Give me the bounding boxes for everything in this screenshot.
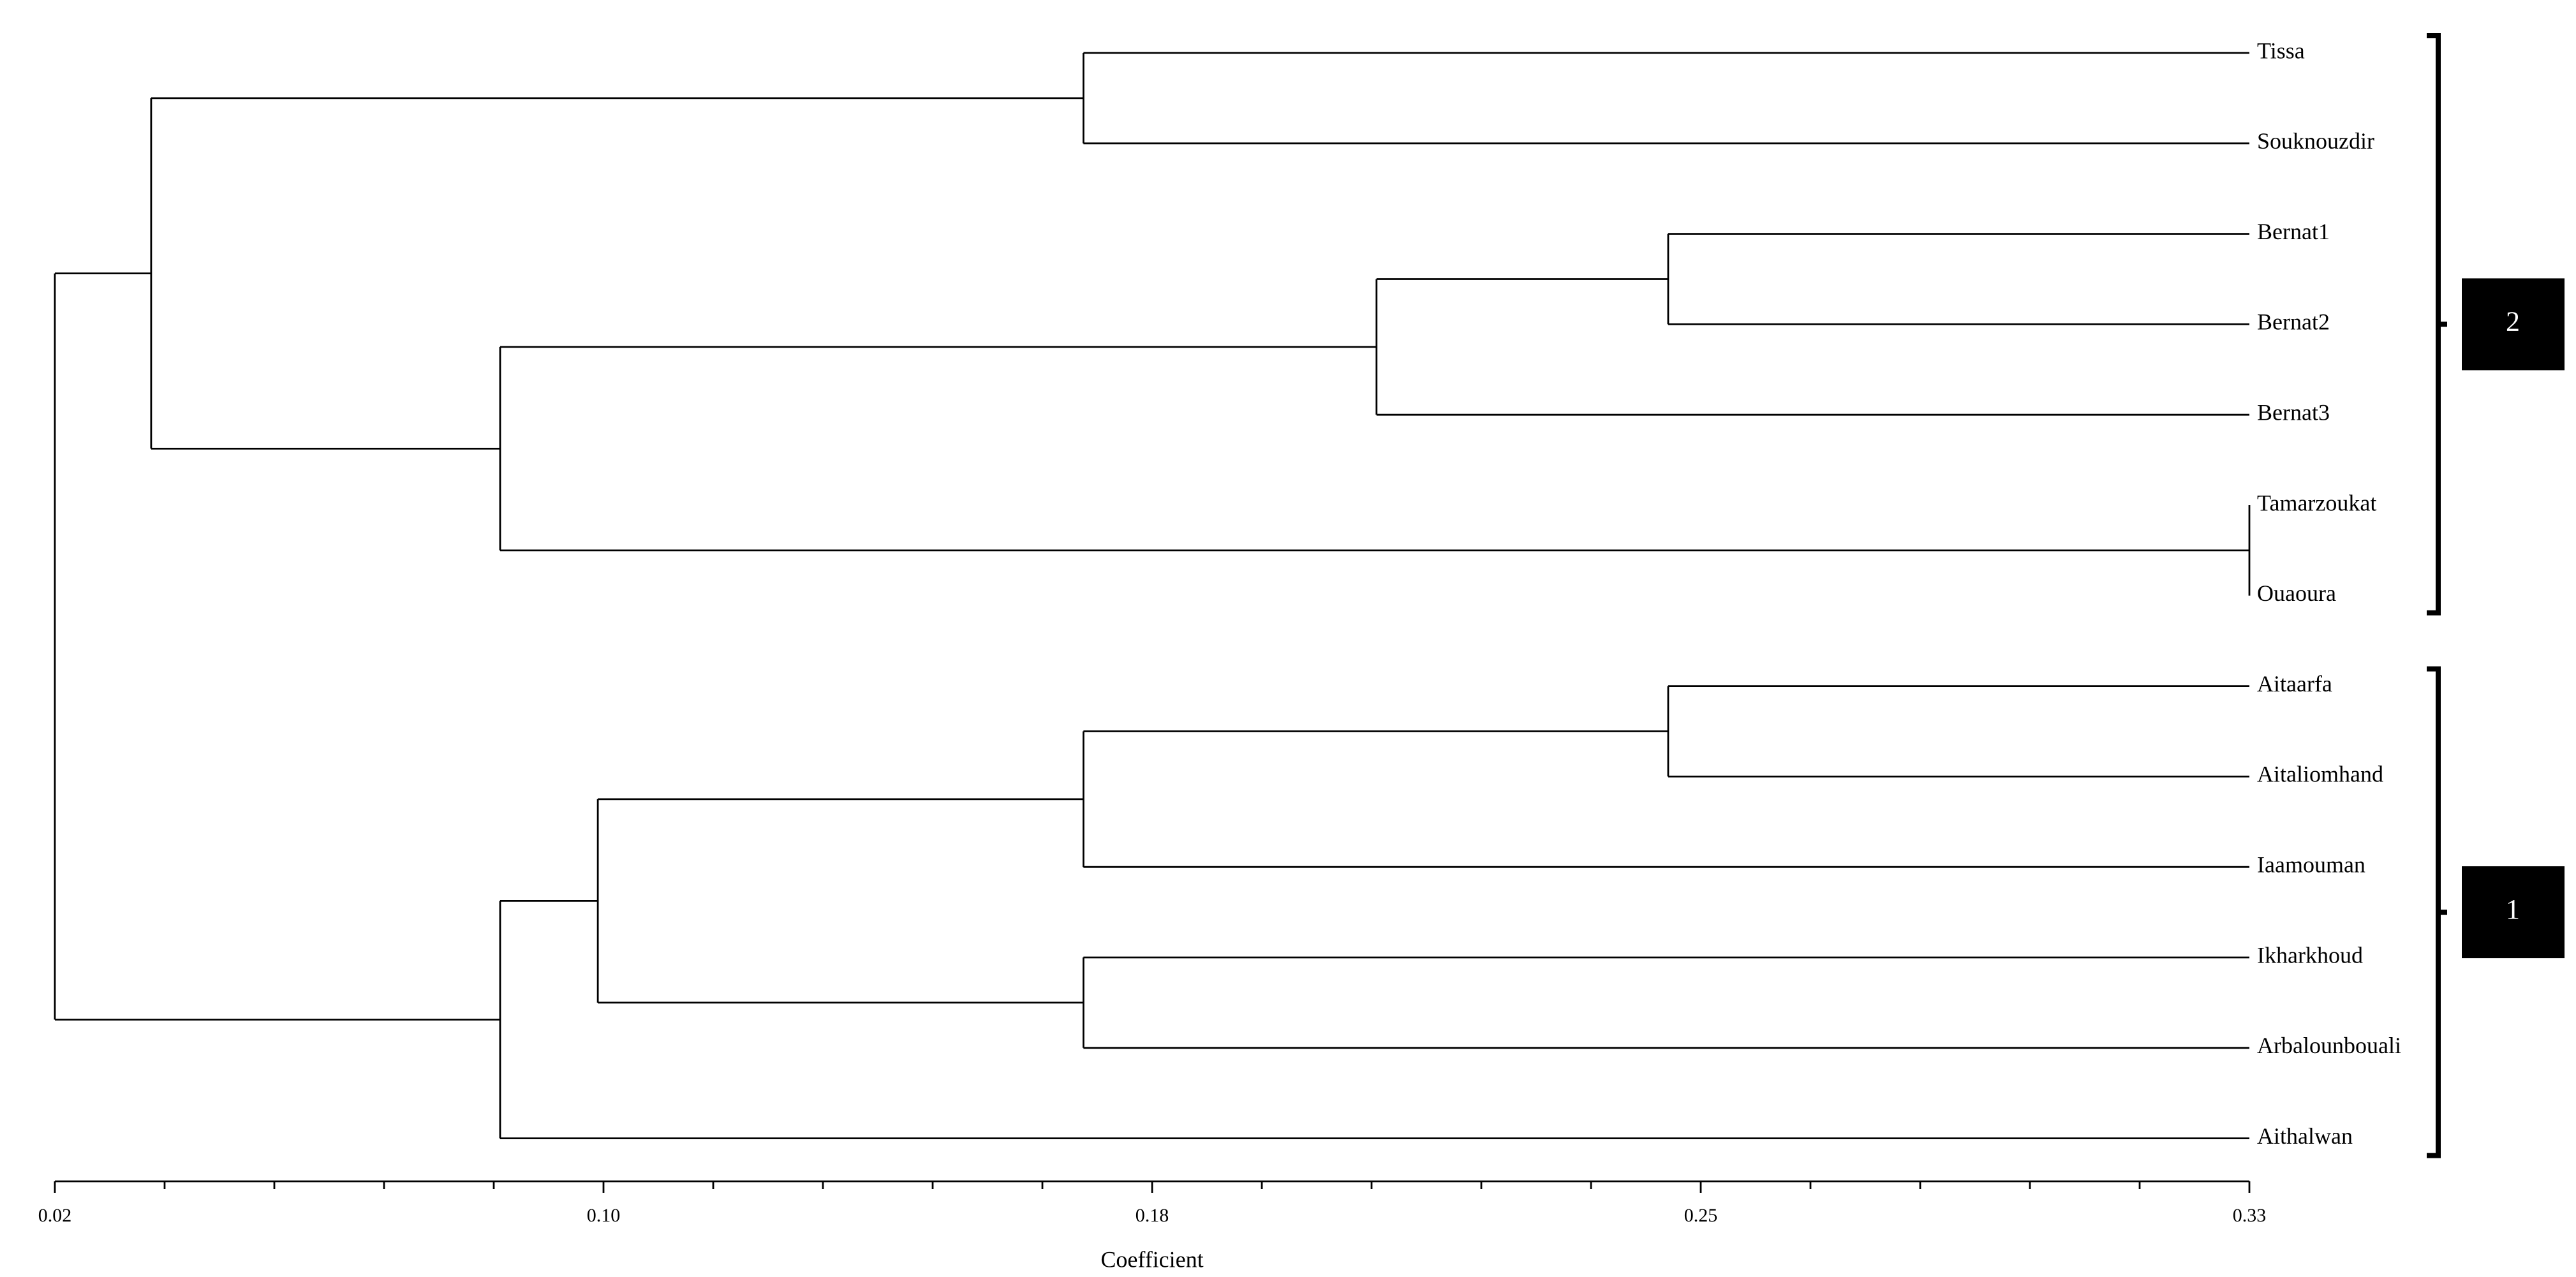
leaf-label: Bernat3 [2257, 399, 2330, 425]
x-tick-label: 0.10 [587, 1205, 621, 1226]
x-tick-label: 0.33 [2233, 1205, 2267, 1226]
group-label: 1 [2506, 894, 2520, 925]
leaf-label: Tamarzoukat [2257, 490, 2376, 515]
leaf-label: Aithalwan [2257, 1123, 2353, 1149]
x-tick-label: 0.25 [1684, 1205, 1718, 1226]
leaf-label: Arbalounbouali [2257, 1033, 2401, 1058]
x-tick-label: 0.18 [1136, 1205, 1169, 1226]
leaf-label: Aitaliomhand [2257, 762, 2383, 787]
group-box [2462, 866, 2565, 959]
x-axis-label: Coefficient [1100, 1246, 1203, 1272]
group-label: 2 [2506, 306, 2520, 337]
group-bracket [2427, 666, 2447, 1158]
leaf-label: Tissa [2257, 38, 2305, 63]
leaf-label: Bernat2 [2257, 309, 2330, 335]
leaf-label: Aitaarfa [2257, 671, 2332, 697]
leaf-label: Bernat1 [2257, 219, 2330, 244]
leaf-label: Souknouzdir [2257, 128, 2374, 154]
leaf-label: Ikharkhoud [2257, 942, 2363, 968]
x-tick-label: 0.02 [38, 1205, 72, 1226]
leaf-label: Iaamouman [2257, 852, 2365, 877]
leaf-label: Ouaoura [2257, 580, 2336, 606]
group-bracket [2427, 33, 2447, 616]
group-box [2462, 278, 2565, 371]
